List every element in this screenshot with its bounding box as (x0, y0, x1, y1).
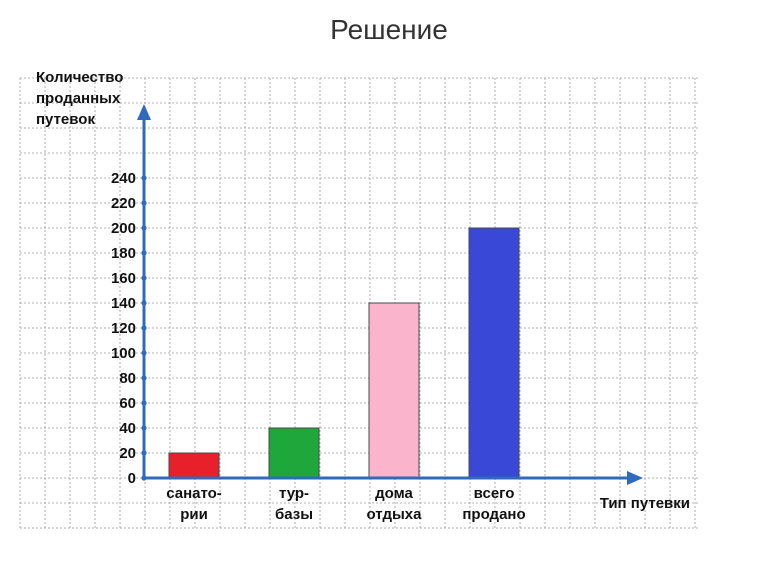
grid (19, 77, 700, 529)
y-tick-label: 120 (111, 320, 136, 337)
y-tick-label: 0 (128, 470, 136, 487)
y-tick-dot (141, 475, 147, 481)
y-tick-label: 220 (111, 195, 136, 212)
bar-2 (268, 427, 320, 479)
y-tick-dot (141, 300, 147, 306)
x-category-label-line2: базы (275, 506, 313, 523)
y-tick-dot (141, 275, 147, 281)
y-tick-label: 100 (111, 345, 136, 362)
x-axis-label: Тип путевки (600, 495, 690, 512)
x-category-label-line1: тур- (279, 485, 309, 502)
y-axis-label-line: путевок (36, 111, 95, 128)
y-tick-label: 40 (119, 420, 136, 437)
y-tick-dot (141, 225, 147, 231)
y-tick-label: 140 (111, 295, 136, 312)
y-axis-arrow (137, 104, 151, 120)
y-tick-labels: 0 20 40 60 80 100 120 140 160 180 200 220 240 (111, 170, 147, 487)
y-tick-label: 160 (111, 270, 136, 287)
y-tick-dot (141, 250, 147, 256)
x-axis-arrow (627, 471, 643, 485)
page-title: Решение (330, 14, 448, 45)
bar-1 (168, 452, 220, 479)
x-category-label-line2: рии (180, 506, 208, 523)
y-axis-label-line: Количество (36, 69, 123, 86)
x-category-label-line2: отдыха (367, 506, 423, 523)
y-tick-dot (141, 200, 147, 206)
y-tick-label: 20 (119, 445, 136, 462)
y-tick-dot (141, 400, 147, 406)
y-tick-dot (141, 325, 147, 331)
axis-labels: Количество проданных путевок Тип путевки (36, 69, 690, 512)
x-category-label-line1: дома (375, 485, 413, 502)
x-category-label-line1: санато- (166, 485, 222, 502)
y-tick-label: 80 (119, 370, 136, 387)
y-tick-dot (141, 425, 147, 431)
y-tick-label: 60 (119, 395, 136, 412)
x-category-label-line1: всего (474, 485, 515, 502)
y-tick-dot (141, 450, 147, 456)
y-tick-label: 180 (111, 245, 136, 262)
y-tick-dot (141, 175, 147, 181)
y-tick-dot (141, 375, 147, 381)
bar-3 (368, 302, 420, 479)
x-category-labels: санато-рии тур-базы дома отдыха всего продано (166, 485, 525, 523)
y-tick-label: 200 (111, 220, 136, 237)
y-tick-dot (141, 350, 147, 356)
y-axis-label-line: проданных (36, 90, 121, 107)
x-category-label-line2: продано (462, 506, 525, 523)
y-tick-label: 240 (111, 170, 136, 187)
bar-4 (468, 227, 520, 479)
